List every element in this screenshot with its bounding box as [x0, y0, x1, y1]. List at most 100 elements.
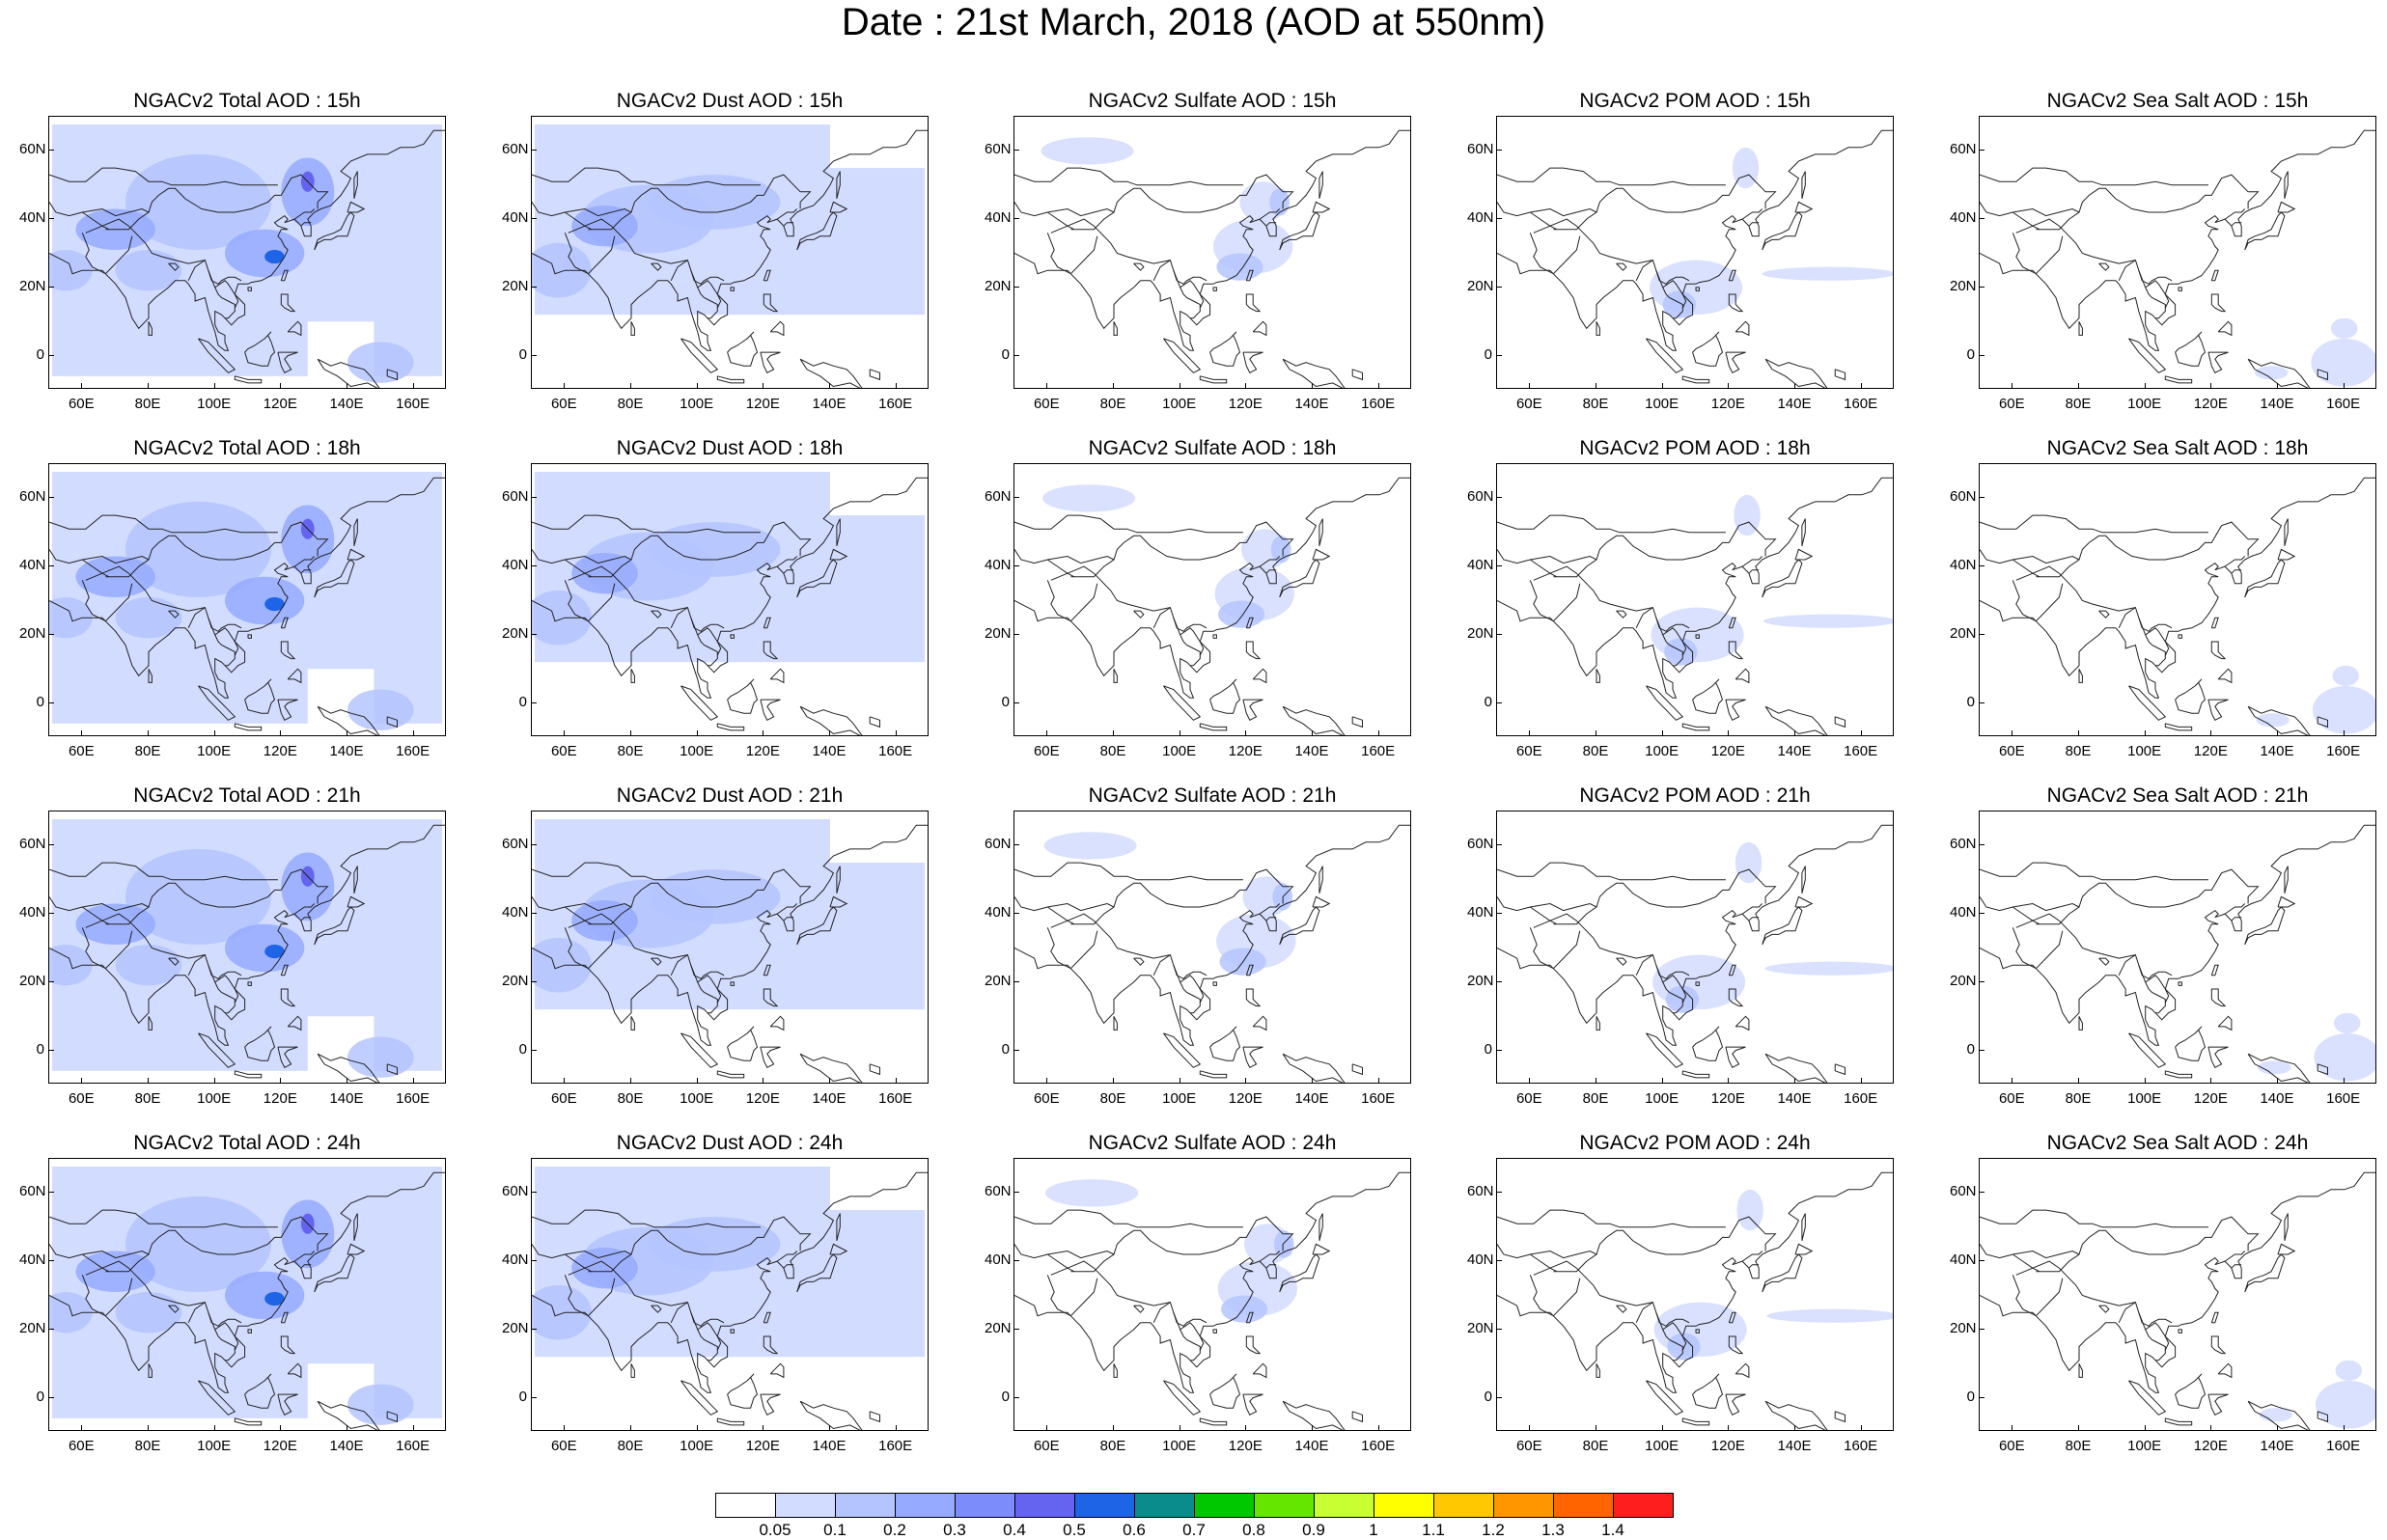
map-outline — [1209, 678, 1241, 714]
lon-tick — [1046, 383, 1048, 389]
map-outline — [680, 1032, 719, 1068]
map-outline — [1152, 954, 1171, 976]
map-outline — [564, 233, 616, 275]
map-outline — [1014, 549, 1115, 564]
lat-tick — [48, 1049, 54, 1051]
coastlines — [1980, 477, 2375, 735]
map-outline — [234, 723, 263, 731]
map-outline — [1596, 1016, 1600, 1031]
lon-tick-label: 140E — [329, 743, 364, 759]
map-outline — [1152, 607, 1171, 629]
panel-title: NGACv2 Sea Salt AOD : 21h — [2046, 784, 2309, 807]
map-outline — [532, 129, 928, 351]
lon-tick — [564, 730, 566, 736]
map-outline — [1242, 351, 1263, 373]
lon-tick-label: 120E — [1228, 1090, 1263, 1107]
lon-tick — [630, 383, 631, 389]
map-outline — [1351, 1063, 1363, 1076]
lat-tick — [48, 633, 54, 635]
lat-tick-label: 20N — [1950, 624, 1977, 642]
map-outline — [300, 569, 312, 574]
map-panel-total-21h: NGACv2 Total AOD : 21h 60N 40N 20N 0 60E 80E 10… — [19, 784, 483, 1133]
lat-tick — [1496, 565, 1502, 567]
map-outline — [727, 331, 759, 367]
lon-tick-label: 120E — [745, 1438, 780, 1454]
lat-tick — [1979, 913, 1985, 915]
lon-tick-label: 60E — [550, 396, 577, 412]
lon-tick-label: 120E — [1228, 396, 1263, 412]
map-outline — [568, 565, 725, 632]
panel-title: NGACv2 Sea Salt AOD : 24h — [2046, 1132, 2309, 1154]
lat-tick-label: 0 — [518, 693, 527, 710]
map-outline — [651, 610, 662, 619]
map-outline — [85, 565, 242, 632]
map-outline — [588, 521, 812, 578]
map-outline — [1533, 1260, 1690, 1327]
map-outline — [1014, 862, 1243, 881]
aod-map — [532, 117, 928, 388]
map-outline — [214, 1322, 239, 1351]
map-outline — [1681, 1417, 1710, 1426]
lon-tick-label: 80E — [1099, 1438, 1126, 1454]
aod-plume — [571, 205, 638, 247]
map-outline — [1242, 1046, 1263, 1068]
lon-tick — [1728, 730, 1730, 736]
lon-tick-label: 100E — [197, 1090, 232, 1107]
map-outline — [763, 988, 779, 1007]
map-plot-area — [1013, 116, 1411, 389]
lon-tick-label: 100E — [1645, 1438, 1679, 1454]
map-outline — [1834, 716, 1846, 729]
colorbar-swatch — [1433, 1493, 1494, 1518]
lon-tick-label: 160E — [1844, 743, 1878, 759]
aod-plume — [2258, 1060, 2291, 1075]
map-outline — [1279, 211, 1320, 251]
lat-tick-label: 40N — [985, 209, 1012, 227]
map-outline — [1794, 1243, 1814, 1255]
map-outline — [1741, 556, 1763, 567]
coastlines — [1497, 1171, 1893, 1430]
lon-tick — [696, 1078, 698, 1084]
map-outline — [280, 617, 289, 629]
map-outline — [1497, 1171, 1893, 1393]
aod-map — [1014, 1171, 1410, 1430]
map-outline — [1282, 358, 1346, 388]
colorbar-label: 0.4 — [1003, 1521, 1026, 1539]
aod-map — [1497, 1171, 1893, 1430]
map-panel-seasalt-24h: NGACv2 Sea Salt AOD : 24h 60N 40N 20N 0 60E 80… — [1950, 1131, 2387, 1480]
map-outline — [293, 903, 316, 915]
map-panel-seasalt-15h: NGACv2 Sea Salt AOD : 15h 60N 40N 20N 0 60E 80… — [1950, 89, 2387, 438]
map-outline — [716, 723, 745, 731]
map-outline — [247, 634, 252, 639]
lon-tick — [2277, 383, 2278, 389]
lon-tick-label: 80E — [1099, 396, 1126, 412]
map-outline — [2217, 668, 2233, 684]
map-plot-area — [531, 811, 929, 1084]
map-outline — [2145, 975, 2170, 1004]
map-outline — [2098, 262, 2110, 271]
map-outline — [2138, 1312, 2166, 1361]
lon-tick — [2343, 1425, 2345, 1431]
map-outline — [82, 1253, 110, 1273]
colorbar-label: 0.2 — [883, 1521, 906, 1539]
map-outline — [690, 618, 718, 667]
colorbar-swatch — [1493, 1493, 1554, 1518]
map-outline — [49, 514, 278, 534]
map-outline — [1497, 549, 1597, 564]
map-outline — [1047, 211, 1075, 231]
map-plot-area — [1496, 1158, 1894, 1431]
map-outline — [1834, 1063, 1846, 1076]
aod-plume — [1269, 188, 1290, 216]
lat-tick-label: 60N — [502, 141, 529, 158]
map-outline — [1681, 375, 1710, 384]
coastlines — [1014, 129, 1410, 388]
colorbar-swatch — [955, 1493, 1015, 1518]
colorbar-swatch — [1134, 1493, 1195, 1518]
map-outline — [1113, 1016, 1118, 1031]
lon-tick — [148, 730, 149, 736]
map-outline — [280, 641, 296, 660]
map-panel-sulfate-21h: NGACv2 Sulfate AOD : 21h 60N 40N 20N 0 60E 80E… — [985, 784, 1448, 1133]
map-outline — [2098, 957, 2110, 966]
map-outline — [2247, 1400, 2311, 1430]
lon-tick — [1860, 1078, 1862, 1084]
map-outline — [1318, 518, 1323, 547]
